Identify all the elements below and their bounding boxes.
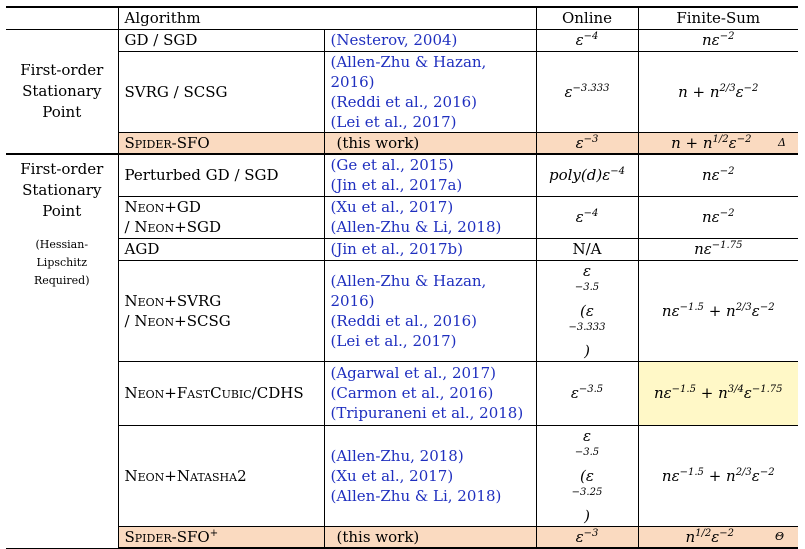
reference-list: (Jin et al., 2017b) <box>323 237 537 261</box>
reference-list: (this work) <box>323 131 537 155</box>
reference-link[interactable]: (Reddi et al., 2016) <box>330 92 478 111</box>
row-gd-sgd: First-order Stationary Point GD / SGD (N… <box>6 28 798 155</box>
header-blank <box>6 6 119 30</box>
reference-link[interactable]: (Jin et al., 2017a) <box>330 176 463 195</box>
finite-sum-complexity: nε−1.5 + n2/3ε−2 <box>637 259 798 362</box>
reference-list: (Ge et al., 2015) (Jin et al., 2017a) <box>323 153 537 197</box>
online-complexity: N/A <box>535 237 639 261</box>
algorithm-name: Spider-SFO+ <box>117 525 325 549</box>
online-complexity: poly(d)ε−4 <box>535 153 639 197</box>
reference-link[interactable]: (Xu et al., 2017) <box>330 198 454 216</box>
online-complexity: ε −3.5 (ε −3.333) <box>535 259 639 362</box>
reference-link[interactable]: (Xu et al., 2017) <box>330 466 454 485</box>
online-complexity: ε−4 <box>535 195 639 239</box>
row-neon-fastcubic: Neon+FastCubic/CDHS (Agarwal et al., 201… <box>6 360 798 426</box>
finite-sum-complexity: nε−2 <box>637 28 798 52</box>
row-svrg-scsg: SVRG / SCSG (Allen-Zhu & Hazan, 2016) (R… <box>6 50 798 133</box>
header-algorithm: Algorithm <box>117 6 537 30</box>
finite-sum-complexity: nε−1.5 + n3/4ε−1.75 <box>637 360 798 426</box>
reference-link[interactable]: (Allen-Zhu & Li, 2018) <box>330 218 502 236</box>
row-spider-sfo: Spider-SFO (this work) ε−3 n + n1/2ε−2 Δ <box>6 131 798 155</box>
reference-link[interactable]: (Reddi et al., 2016) <box>330 311 478 330</box>
reference-list: (Allen-Zhu, 2018) (Xu et al., 2017) (All… <box>323 424 537 527</box>
finite-sum-complexity: n + n2/3ε−2 <box>637 50 798 133</box>
reference-link[interactable]: (Lei et al., 2017) <box>330 112 457 131</box>
algorithm-name: Neon+SVRG / Neon+SCSG <box>117 259 325 362</box>
header-online: Online <box>535 6 639 30</box>
reference-list: (this work) <box>323 525 537 549</box>
reference-link[interactable]: (Agarwal et al., 2017) <box>330 364 497 382</box>
reference-link[interactable]: (Allen-Zhu & Hazan, 2016) <box>330 271 487 310</box>
category-first-order: First-order Stationary Point <box>6 28 119 155</box>
algorithm-name: AGD <box>117 237 325 261</box>
algorithm-name: Neon+FastCubic/CDHS <box>117 360 325 426</box>
delta-mark-icon: Δ <box>778 135 786 149</box>
reference-link[interactable]: (Nesterov, 2004) <box>330 31 458 49</box>
finite-sum-complexity: nε−1.75 <box>637 237 798 261</box>
header-row: Algorithm Online Finite-Sum <box>6 6 798 30</box>
online-complexity: ε−3 <box>535 525 639 549</box>
algorithm-name: Perturbed GD / SGD <box>117 153 325 197</box>
header-finite-sum: Finite-Sum <box>637 6 798 30</box>
online-complexity: ε−3 <box>535 131 639 155</box>
finite-sum-complexity: n + n1/2ε−2 Δ <box>637 131 798 155</box>
finite-sum-complexity: nε−2 <box>637 195 798 239</box>
finite-sum-complexity: nε−2 <box>637 153 798 197</box>
algorithm-name: GD / SGD <box>117 28 325 52</box>
category-second-order: First-order Stationary Point (Hessian- L… <box>6 153 119 549</box>
online-complexity: ε−4 <box>535 28 639 52</box>
algorithm-name: Neon+Natasha2 <box>117 424 325 527</box>
online-complexity: ε−3.5 <box>535 360 639 426</box>
reference-link[interactable]: (Allen-Zhu, 2018) <box>330 446 464 465</box>
reference-list: (Agarwal et al., 2017) (Carmon et al., 2… <box>323 360 537 426</box>
reference-link[interactable]: (Lei et al., 2017) <box>330 331 457 350</box>
reference-link[interactable]: (Jin et al., 2017b) <box>330 240 463 258</box>
row-perturbed-gd: First-order Stationary Point (Hessian- L… <box>6 153 798 549</box>
row-neon-natasha2: Neon+Natasha2 (Allen-Zhu, 2018) (Xu et a… <box>6 424 798 527</box>
finite-sum-complexity: n1/2ε−2 Θ <box>637 525 798 549</box>
algorithm-name: Spider-SFO <box>117 131 325 155</box>
online-complexity: ε −3.5 (ε −3.25) <box>535 424 639 527</box>
reference-link[interactable]: (Allen-Zhu & Hazan, 2016) <box>330 52 487 91</box>
algorithm-name: Neon+GD / Neon+SGD <box>117 195 325 239</box>
reference-link[interactable]: (Carmon et al., 2016) <box>330 384 494 402</box>
reference-list: (Allen-Zhu & Hazan, 2016) (Reddi et al.,… <box>323 259 537 362</box>
finite-sum-complexity: nε−1.5 + n2/3ε−2 <box>637 424 798 527</box>
row-neon-gd: Neon+GD / Neon+SGD (Xu et al., 2017) (Al… <box>6 195 798 239</box>
reference-link[interactable]: (Tripuraneni et al., 2018) <box>330 404 524 422</box>
reference-list: (Xu et al., 2017) (Allen-Zhu & Li, 2018) <box>323 195 537 239</box>
theta-mark-icon: Θ <box>774 529 784 543</box>
reference-list: (Allen-Zhu & Hazan, 2016) (Reddi et al.,… <box>323 50 537 133</box>
comparison-table: Algorithm Online Finite-Sum First-order … <box>6 6 798 549</box>
reference-list: (Nesterov, 2004) <box>323 28 537 52</box>
reference-link[interactable]: (Allen-Zhu & Li, 2018) <box>330 486 502 505</box>
algorithm-name: SVRG / SCSG <box>117 50 325 133</box>
row-spider-sfo-plus: Spider-SFO+ (this work) ε−3 n1/2ε−2 Θ <box>6 525 798 549</box>
row-neon-svrg: Neon+SVRG / Neon+SCSG (Allen-Zhu & Hazan… <box>6 259 798 362</box>
hessian-note: (Hessian- Lipschitz Required) <box>33 238 90 287</box>
reference-link[interactable]: (Ge et al., 2015) <box>330 156 454 175</box>
online-complexity: ε−3.333 <box>535 50 639 133</box>
row-agd: AGD (Jin et al., 2017b) N/A nε−1.75 <box>6 237 798 261</box>
